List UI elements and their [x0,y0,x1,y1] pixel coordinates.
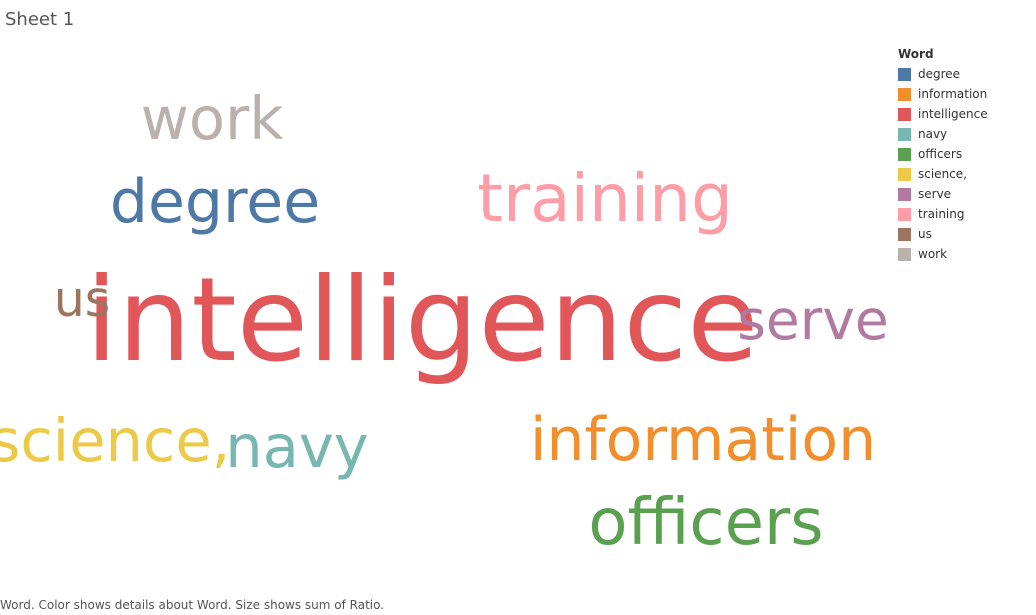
legend-swatch [898,187,911,201]
legend-swatch [898,107,911,121]
cloud-word-work[interactable]: work [141,84,284,153]
cloud-word-training[interactable]: training [477,160,733,237]
legend: Word degree information intelligence nav… [898,46,1028,264]
legend-swatch [898,167,911,181]
legend-swatch [898,147,911,161]
word-cloud: intelligence training officers information d… [0,84,889,560]
legend-item-training[interactable]: training [898,204,1028,224]
legend-swatch [898,207,911,221]
legend-item-intelligence[interactable]: intelligence [898,104,1028,124]
legend-label: science, [918,167,967,181]
legend-label: training [918,207,965,221]
legend-label: navy [918,127,948,141]
legend-label: serve [918,187,952,201]
cloud-word-science[interactable]: science, [0,406,230,475]
cloud-word-intelligence[interactable]: intelligence [86,253,759,388]
legend-item-information[interactable]: information [898,84,1028,104]
legend-swatch [898,127,911,141]
cloud-word-information[interactable]: information [530,405,876,475]
legend-item-us[interactable]: us [898,224,1028,244]
legend-item-work[interactable]: work [898,244,1028,264]
sheet-title: Sheet 1 [5,9,75,30]
legend-swatch [898,227,911,241]
cloud-word-degree[interactable]: degree [110,167,320,237]
cloud-word-officers[interactable]: officers [588,486,823,560]
cloud-word-navy[interactable]: navy [225,412,368,481]
cloud-word-us[interactable]: us [54,271,111,328]
cloud-word-serve[interactable]: serve [737,288,889,352]
legend-item-navy[interactable]: navy [898,124,1028,144]
legend-swatch [898,87,911,101]
chart-caption: Word. Color shows details about Word. Si… [0,598,385,612]
legend-swatch [898,247,911,261]
legend-item-serve[interactable]: serve [898,184,1028,204]
legend-label: officers [918,147,963,161]
legend-label: us [918,227,932,241]
legend-item-degree[interactable]: degree [898,64,1028,84]
legend-label: intelligence [918,107,988,121]
legend-item-officers[interactable]: officers [898,144,1028,164]
legend-label: information [918,87,988,101]
legend-title: Word [898,47,934,61]
legend-item-science[interactable]: science, [898,164,1028,184]
legend-label: degree [918,67,961,81]
legend-swatch [898,67,911,81]
legend-label: work [918,247,948,261]
